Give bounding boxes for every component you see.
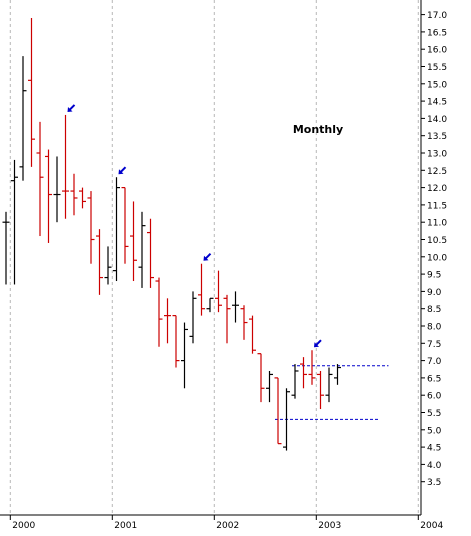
y-tick-label: 4.0	[427, 461, 442, 471]
ohlc-bar	[130, 201, 137, 282]
ohlc-bar	[104, 246, 112, 285]
ohlc-bar	[96, 229, 103, 295]
y-tick-label: 11.0	[427, 219, 447, 229]
ohlc-bar	[172, 315, 180, 368]
x-tick-label: 2001	[114, 521, 137, 531]
ohlc-bar	[36, 121, 44, 237]
y-tick-label: 5.0	[427, 426, 442, 436]
y-tick-label: 14.5	[427, 98, 447, 108]
arrow-layer	[67, 104, 322, 348]
ohlc-bar	[334, 364, 341, 385]
axis-layer: 3.5 4.0 4.5 5.0 5.5 6.0 6.5 7.0 7.5 8.0 8.5 9.0 9.5 1…	[0, 0, 447, 531]
y-tick-label: 16.5	[427, 28, 447, 38]
ohlc-bar	[198, 263, 205, 316]
ohlc-bar	[283, 388, 290, 451]
y-tick-label: 15.0	[427, 80, 447, 90]
y-tick-label: 6.0	[427, 392, 442, 402]
ohlc-bar	[232, 291, 239, 323]
ohlc-bar	[300, 357, 307, 389]
y-tick-label: 14.0	[427, 115, 447, 125]
ohlc-bar	[2, 211, 10, 285]
ohlc-bar	[70, 173, 78, 216]
y-tick-label: 10.0	[427, 253, 447, 263]
arrow-head	[314, 342, 319, 348]
ohlc-bar	[257, 353, 265, 403]
ohlc-bar	[53, 156, 61, 223]
y-tick-label: 13.0	[427, 150, 447, 160]
ohlc-bar	[138, 211, 146, 288]
grid-layer	[9, 0, 419, 515]
y-tick-label: 8.0	[427, 323, 442, 333]
arrow-marker	[203, 253, 212, 261]
x-tick-label: 2004	[420, 521, 443, 531]
x-tick-label: 2003	[318, 521, 341, 531]
ohlc-bar	[240, 305, 248, 340]
y-tick-label: 8.5	[427, 305, 441, 315]
ohlc-bar	[206, 297, 214, 313]
arrow-marker	[67, 104, 76, 112]
y-tick-label: 6.5	[427, 374, 441, 384]
ohlc-bar	[189, 291, 197, 344]
ohlc-bar	[308, 350, 316, 385]
arrow-head	[118, 169, 124, 175]
y-tick-label: 13.5	[427, 132, 447, 142]
ohlc-bar	[249, 315, 256, 354]
y-tick-label: 10.5	[427, 236, 447, 246]
ohlc-bar	[147, 218, 154, 288]
y-tick-label: 9.0	[427, 288, 442, 298]
ohlc-bar	[28, 18, 35, 167]
y-tick-label: 12.5	[427, 167, 447, 177]
arrow-marker	[118, 166, 127, 175]
y-tick-label: 7.0	[427, 357, 442, 367]
arrow-marker	[314, 339, 322, 348]
x-tick-label: 2000	[12, 521, 35, 531]
y-tick-label: 3.5	[427, 478, 441, 488]
ohlc-bar	[19, 56, 27, 181]
dashed-line-layer	[275, 365, 389, 420]
ohlc-bar	[223, 294, 231, 344]
x-tick-label: 2002	[216, 521, 239, 531]
ohlc-bar	[317, 370, 324, 410]
ohlc-bar	[274, 377, 282, 445]
ohlc-bar	[164, 298, 171, 344]
arrow-head	[203, 255, 209, 261]
chart-title: Monthly	[293, 123, 343, 136]
ohlc-bar	[11, 159, 18, 285]
ohlc-bar	[155, 277, 163, 347]
y-tick-label: 4.5	[427, 444, 441, 454]
ohlc-bar	[266, 370, 273, 403]
y-tick-label: 9.5	[427, 271, 441, 281]
ohlc-bar	[79, 187, 86, 209]
ohlc-bar	[325, 367, 333, 403]
y-tick-label: 17.0	[427, 11, 447, 21]
ohlc-bar	[62, 114, 69, 219]
ohlc-bar	[181, 322, 188, 389]
ohlc-bar	[291, 364, 299, 399]
ohlc-bar	[87, 191, 95, 264]
ohlc-bar	[45, 149, 52, 243]
ohlc-bar	[121, 187, 129, 264]
y-tick-label: 16.0	[427, 46, 447, 56]
y-tick-label: 5.5	[427, 409, 441, 419]
y-tick-label: 11.5	[427, 201, 447, 211]
ohlc-bar	[215, 270, 222, 313]
ohlc-bar-layer	[2, 18, 341, 451]
y-tick-label: 12.0	[427, 184, 447, 194]
y-tick-label: 7.5	[427, 340, 441, 350]
arrow-head	[67, 106, 73, 112]
y-tick-label: 15.5	[427, 63, 447, 73]
ohlc-bar	[113, 177, 120, 282]
